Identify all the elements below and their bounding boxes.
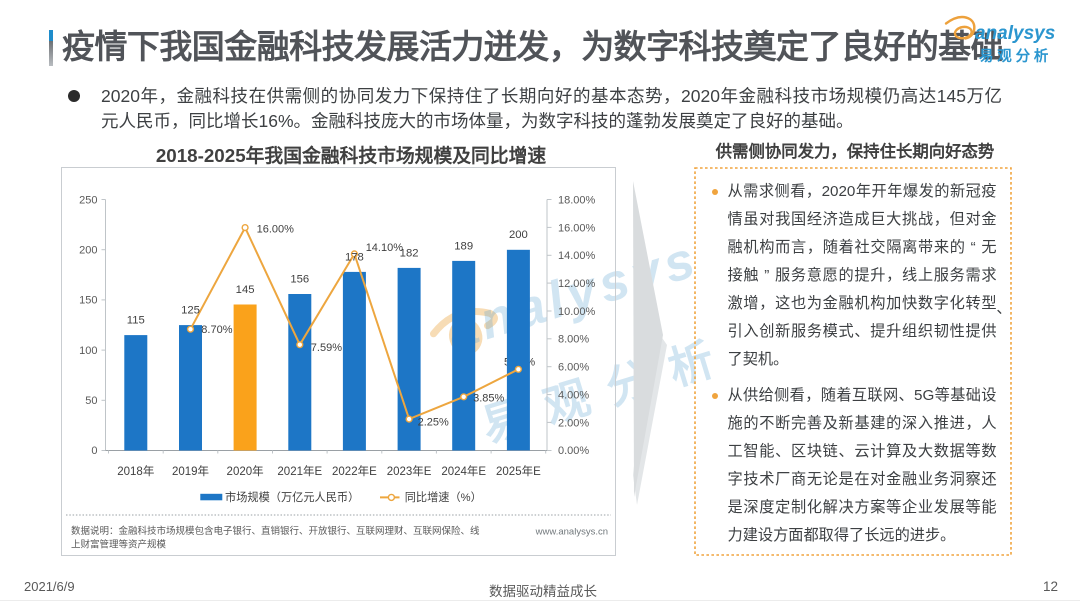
svg-text:50: 50: [85, 395, 97, 407]
svg-text:16.00%: 16.00%: [558, 222, 596, 234]
svg-text:市场规模（万亿元人民币）: 市场规模（万亿元人民币）: [225, 490, 359, 504]
svg-text:182: 182: [400, 247, 419, 259]
svg-text:4.00%: 4.00%: [558, 389, 589, 401]
svg-text:2.00%: 2.00%: [558, 417, 589, 429]
svg-text:同比增速（%）: 同比增速（%）: [405, 490, 482, 504]
svg-text:上财富管理等资产规模: 上财富管理等资产规模: [71, 538, 167, 550]
svg-text:2019年: 2019年: [172, 464, 209, 478]
svg-text:18.00%: 18.00%: [558, 194, 596, 206]
svg-text:150: 150: [79, 295, 97, 307]
svg-text:2.25%: 2.25%: [418, 417, 449, 429]
svg-text:189: 189: [454, 240, 473, 252]
svg-text:200: 200: [79, 245, 97, 257]
svg-text:2023年E: 2023年E: [387, 464, 432, 478]
svg-text:156: 156: [290, 273, 309, 285]
svg-text:16.00%: 16.00%: [257, 223, 295, 235]
svg-text:2025年E: 2025年E: [496, 464, 541, 478]
svg-text:2018年: 2018年: [117, 464, 154, 478]
svg-text:145: 145: [236, 284, 255, 296]
svg-text:12.00%: 12.00%: [558, 278, 596, 290]
svg-text:178: 178: [345, 251, 364, 263]
svg-text:数据说明：金融科技市场规模包含电子银行、直销银行、开放银行、: 数据说明：金融科技市场规模包含电子银行、直销银行、开放银行、互联网理财、互联网保…: [71, 525, 480, 537]
svg-text:6.00%: 6.00%: [558, 362, 589, 374]
svg-text:2020年: 2020年: [227, 464, 264, 478]
svg-text:10.00%: 10.00%: [558, 306, 596, 318]
svg-text:250: 250: [79, 194, 97, 206]
svg-text:14.00%: 14.00%: [558, 250, 596, 262]
svg-text:8.70%: 8.70%: [201, 324, 232, 336]
svg-text:7.59%: 7.59%: [311, 342, 342, 354]
svg-text:200: 200: [509, 229, 528, 241]
svg-text:2022年E: 2022年E: [332, 464, 377, 478]
svg-text:8.00%: 8.00%: [558, 334, 589, 346]
svg-text:0: 0: [91, 445, 97, 457]
svg-text:100: 100: [79, 345, 97, 357]
svg-text:2021年E: 2021年E: [277, 464, 322, 478]
svg-text:14.10%: 14.10%: [366, 242, 404, 254]
svg-text:0.00%: 0.00%: [558, 445, 589, 457]
svg-text:3.85%: 3.85%: [473, 393, 504, 405]
svg-text:www.analysys.cn: www.analysys.cn: [535, 527, 608, 538]
svg-text:115: 115: [127, 315, 145, 327]
svg-text:2024年E: 2024年E: [441, 464, 486, 478]
svg-text:125: 125: [181, 305, 200, 317]
